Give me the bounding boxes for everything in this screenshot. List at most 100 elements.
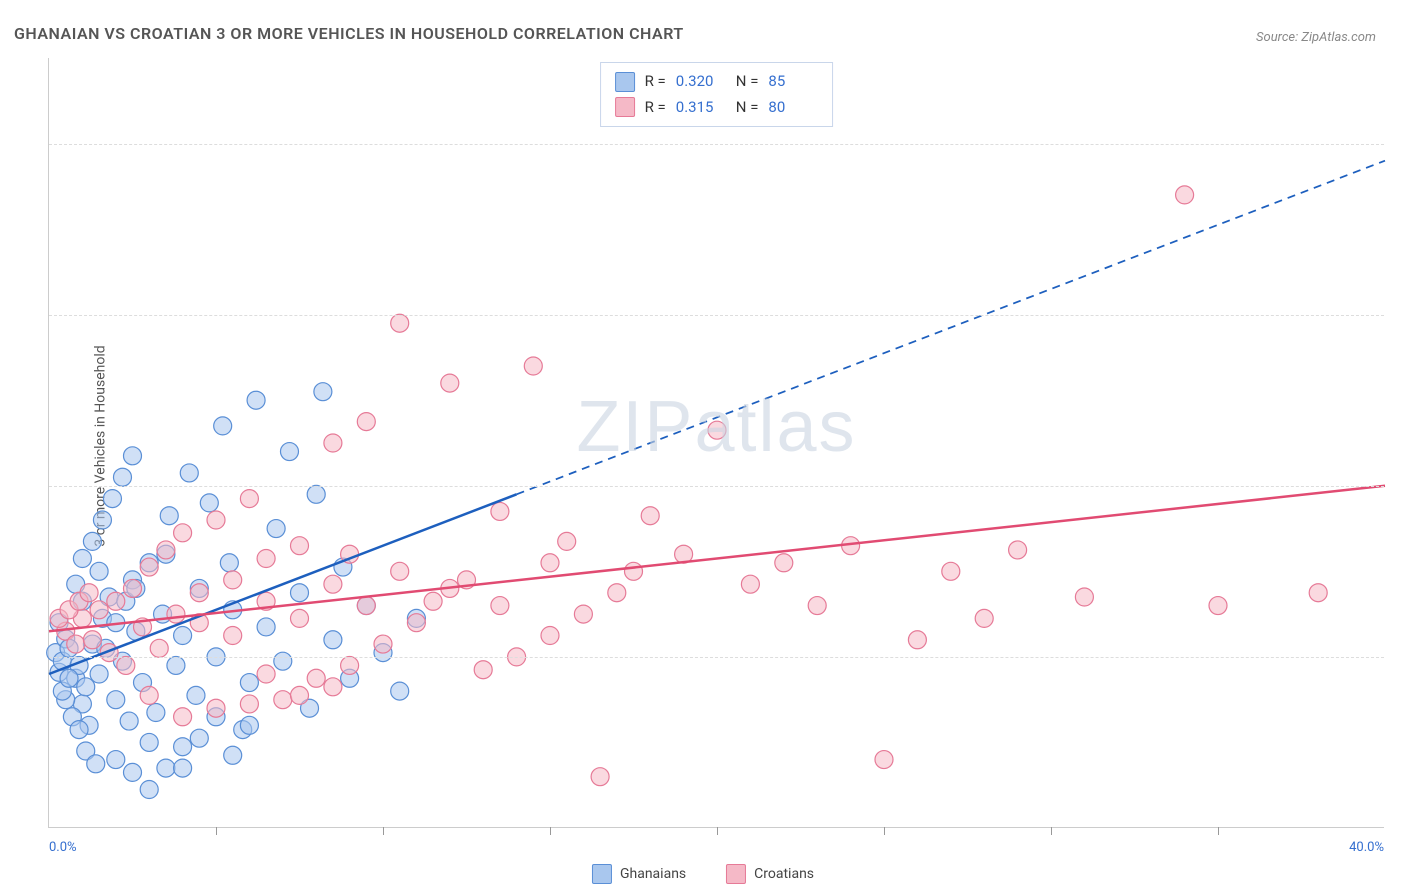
scatter-point bbox=[307, 485, 325, 503]
scatter-point bbox=[1309, 584, 1327, 602]
scatter-point bbox=[942, 562, 960, 580]
scatter-point bbox=[257, 550, 275, 568]
scatter-point bbox=[391, 314, 409, 332]
scatter-point bbox=[908, 631, 926, 649]
scatter-point bbox=[220, 554, 238, 572]
scatter-point bbox=[174, 759, 192, 777]
scatter-point bbox=[87, 755, 105, 773]
scatter-point bbox=[107, 691, 125, 709]
scatter-point bbox=[124, 447, 142, 465]
scatter-point bbox=[291, 686, 309, 704]
scatter-point bbox=[90, 665, 108, 683]
legend-r-label: R = bbox=[645, 69, 666, 95]
scatter-point bbox=[224, 746, 242, 764]
scatter-point bbox=[741, 575, 759, 593]
scatter-point bbox=[808, 597, 826, 615]
scatter-point bbox=[324, 631, 342, 649]
scatter-point bbox=[524, 357, 542, 375]
scatter-point bbox=[240, 695, 258, 713]
scatter-point bbox=[67, 635, 85, 653]
scatter-point bbox=[291, 609, 309, 627]
scatter-point bbox=[107, 751, 125, 769]
scatter-point bbox=[625, 562, 643, 580]
legend-label-croatians: Croatians bbox=[754, 866, 814, 882]
scatter-point bbox=[280, 443, 298, 461]
scatter-point bbox=[124, 763, 142, 781]
scatter-point bbox=[775, 554, 793, 572]
scatter-point bbox=[424, 592, 442, 610]
scatter-point bbox=[608, 584, 626, 602]
legend-n-label: N = bbox=[736, 95, 759, 121]
scatter-point bbox=[200, 494, 218, 512]
scatter-point bbox=[314, 383, 332, 401]
scatter-point bbox=[207, 699, 225, 717]
legend-stats-box: R = 0.320 N = 85 R = 0.315 N = 80 bbox=[600, 62, 834, 127]
scatter-point bbox=[187, 686, 205, 704]
legend-r-label: R = bbox=[645, 95, 666, 121]
legend-r-ghanaians: 0.320 bbox=[676, 69, 726, 95]
scatter-point bbox=[267, 520, 285, 538]
scatter-point bbox=[1176, 186, 1194, 204]
scatter-point bbox=[574, 605, 592, 623]
legend-row-ghanaians: R = 0.320 N = 85 bbox=[615, 69, 819, 95]
scatter-point bbox=[90, 601, 108, 619]
scatter-point bbox=[140, 781, 158, 799]
plot-area: R = 0.320 N = 85 R = 0.315 N = 80 ZIPatl… bbox=[48, 58, 1384, 828]
scatter-point bbox=[157, 759, 175, 777]
scatter-point bbox=[291, 584, 309, 602]
scatter-point bbox=[117, 656, 135, 674]
chart-title: GHANAIAN VS CROATIAN 3 OR MORE VEHICLES … bbox=[14, 24, 684, 43]
scatter-point bbox=[140, 733, 158, 751]
scatter-point bbox=[641, 507, 659, 525]
scatter-point bbox=[491, 502, 509, 520]
scatter-point bbox=[1209, 597, 1227, 615]
scatter-point bbox=[60, 669, 78, 687]
scatter-point bbox=[113, 468, 131, 486]
scatter-point bbox=[240, 674, 258, 692]
scatter-point bbox=[391, 682, 409, 700]
scatter-point bbox=[167, 605, 185, 623]
scatter-point bbox=[150, 639, 168, 657]
scatter-point bbox=[257, 618, 275, 636]
swatch-ghanaians bbox=[615, 72, 635, 92]
x-tick-left: 0.0% bbox=[49, 840, 77, 855]
chart-container: GHANAIAN VS CROATIAN 3 OR MORE VEHICLES … bbox=[0, 0, 1406, 892]
legend-label-ghanaians: Ghanaians bbox=[620, 866, 686, 882]
scatter-point bbox=[224, 627, 242, 645]
scatter-point bbox=[324, 434, 342, 452]
scatter-point bbox=[1009, 541, 1027, 559]
scatter-point bbox=[77, 678, 95, 696]
legend-item-croatians: Croatians bbox=[726, 864, 814, 884]
swatch-croatians-bottom bbox=[726, 864, 746, 884]
legend-r-croatians: 0.315 bbox=[676, 95, 726, 121]
legend-n-label: N = bbox=[736, 69, 759, 95]
scatter-point bbox=[257, 665, 275, 683]
scatter-point bbox=[541, 627, 559, 645]
scatter-point bbox=[174, 708, 192, 726]
scatter-point bbox=[180, 464, 198, 482]
scatter-point bbox=[190, 729, 208, 747]
scatter-point bbox=[83, 631, 101, 649]
scatter-point bbox=[120, 712, 138, 730]
scatter-point bbox=[107, 592, 125, 610]
scatter-point bbox=[167, 656, 185, 674]
scatter-point bbox=[324, 678, 342, 696]
scatter-point bbox=[190, 584, 208, 602]
scatter-point bbox=[214, 417, 232, 435]
scatter-point bbox=[541, 554, 559, 572]
scatter-point bbox=[274, 652, 292, 670]
scatter-point bbox=[240, 716, 258, 734]
scatter-point bbox=[90, 562, 108, 580]
scatter-point bbox=[291, 537, 309, 555]
scatter-point bbox=[174, 524, 192, 542]
legend-bottom: Ghanaians Croatians bbox=[592, 864, 814, 884]
scatter-point bbox=[875, 751, 893, 769]
scatter-point bbox=[160, 507, 178, 525]
scatter-point bbox=[174, 738, 192, 756]
scatter-point bbox=[103, 490, 121, 508]
scatter-point bbox=[474, 661, 492, 679]
scatter-point bbox=[83, 532, 101, 550]
scatter-point bbox=[341, 656, 359, 674]
legend-n-croatians: 80 bbox=[768, 95, 818, 121]
scatter-point bbox=[591, 768, 609, 786]
